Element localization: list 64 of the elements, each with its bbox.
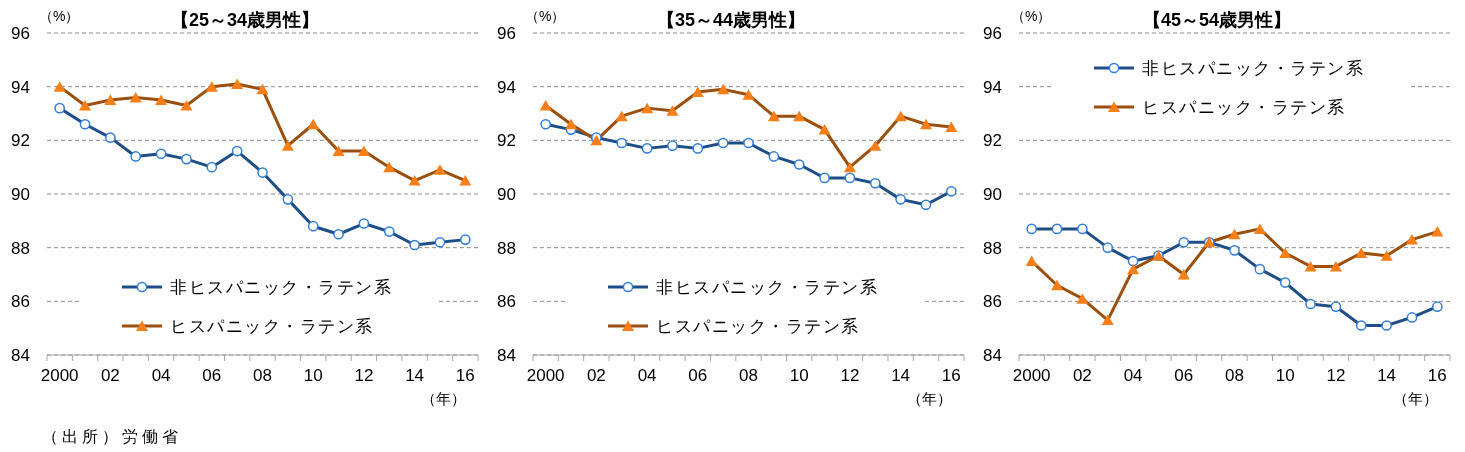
y-tick-label: 94 [497, 77, 516, 97]
x-tick-label: 02 [100, 366, 120, 386]
y-tick-label: 86 [983, 292, 1002, 312]
y-tick-label: 92 [983, 131, 1002, 151]
y-axis-title: （%） [1011, 8, 1052, 26]
x-tick-label: 14 [405, 366, 425, 386]
x-tick-label: 2000 [1012, 366, 1051, 386]
legend-label: ヒスパニック・ラテン系 [656, 315, 860, 338]
y-tick-label: 84 [11, 346, 30, 366]
y-tick-label: 88 [497, 238, 516, 258]
y-tick-label: 86 [11, 292, 30, 312]
x-tick-label: 16 [455, 366, 475, 386]
x-tick-label: 12 [354, 366, 374, 386]
chart-title: 【35～44歳男性】 [656, 10, 806, 30]
x-tick-label: 08 [1225, 366, 1244, 386]
y-tick-label: 90 [497, 185, 516, 205]
text: （出所）労働省 [42, 427, 182, 447]
y-axis-title: （%） [525, 8, 566, 26]
x-tick-label: 2000 [526, 366, 565, 386]
y-tick-label: 96 [11, 24, 30, 44]
legend-label: 非ヒスパニック・ラテン系 [1142, 57, 1364, 80]
x-tick-label: 02 [1072, 366, 1092, 386]
legend-label: 非ヒスパニック・ラテン系 [656, 276, 878, 299]
y-axis-title: （%） [39, 8, 80, 26]
x-tick-label: 14 [891, 366, 911, 386]
y-tick-label: 92 [11, 131, 30, 151]
y-tick-label: 84 [497, 346, 516, 366]
x-axis-title: （年） [907, 390, 952, 409]
y-tick-label: 86 [497, 292, 516, 312]
x-tick-label: 02 [586, 366, 606, 386]
legend-label: ヒスパニック・ラテン系 [1142, 96, 1346, 119]
chart-title: 【25～34歳男性】 [170, 10, 320, 30]
x-tick-label: 04 [1123, 366, 1143, 386]
x-tick-label: 10 [789, 366, 809, 386]
x-tick-label: 06 [1174, 366, 1194, 386]
x-tick-label: 08 [739, 366, 758, 386]
y-tick-label: 96 [497, 24, 516, 44]
y-tick-label: 88 [983, 238, 1002, 258]
x-tick-label: 16 [1427, 366, 1447, 386]
x-tick-label: 2000 [40, 366, 79, 386]
y-tick-label: 90 [983, 185, 1002, 205]
y-tick-label: 88 [11, 238, 30, 258]
chart-title: 【45～54歳男性】 [1142, 10, 1292, 30]
x-axis-title: （年） [421, 390, 466, 409]
y-tick-label: 96 [983, 24, 1002, 44]
x-tick-label: 04 [637, 366, 657, 386]
x-tick-label: 08 [253, 366, 272, 386]
x-tick-label: 06 [202, 366, 222, 386]
x-tick-label: 06 [688, 366, 708, 386]
x-tick-label: 16 [941, 366, 961, 386]
x-tick-label: 12 [840, 366, 860, 386]
y-tick-label: 94 [11, 77, 30, 97]
x-tick-label: 12 [1326, 366, 1346, 386]
y-tick-label: 90 [11, 185, 30, 205]
y-tick-label: 92 [497, 131, 516, 151]
legend-label: ヒスパニック・ラテン系 [170, 315, 374, 338]
y-tick-label: 84 [983, 346, 1002, 366]
legend-label: 非ヒスパニック・ラテン系 [170, 276, 392, 299]
x-axis-title: （年） [1393, 390, 1438, 409]
x-tick-label: 04 [151, 366, 171, 386]
x-tick-label: 10 [303, 366, 323, 386]
x-tick-label: 14 [1377, 366, 1397, 386]
y-tick-label: 94 [983, 77, 1002, 97]
x-tick-label: 10 [1275, 366, 1295, 386]
